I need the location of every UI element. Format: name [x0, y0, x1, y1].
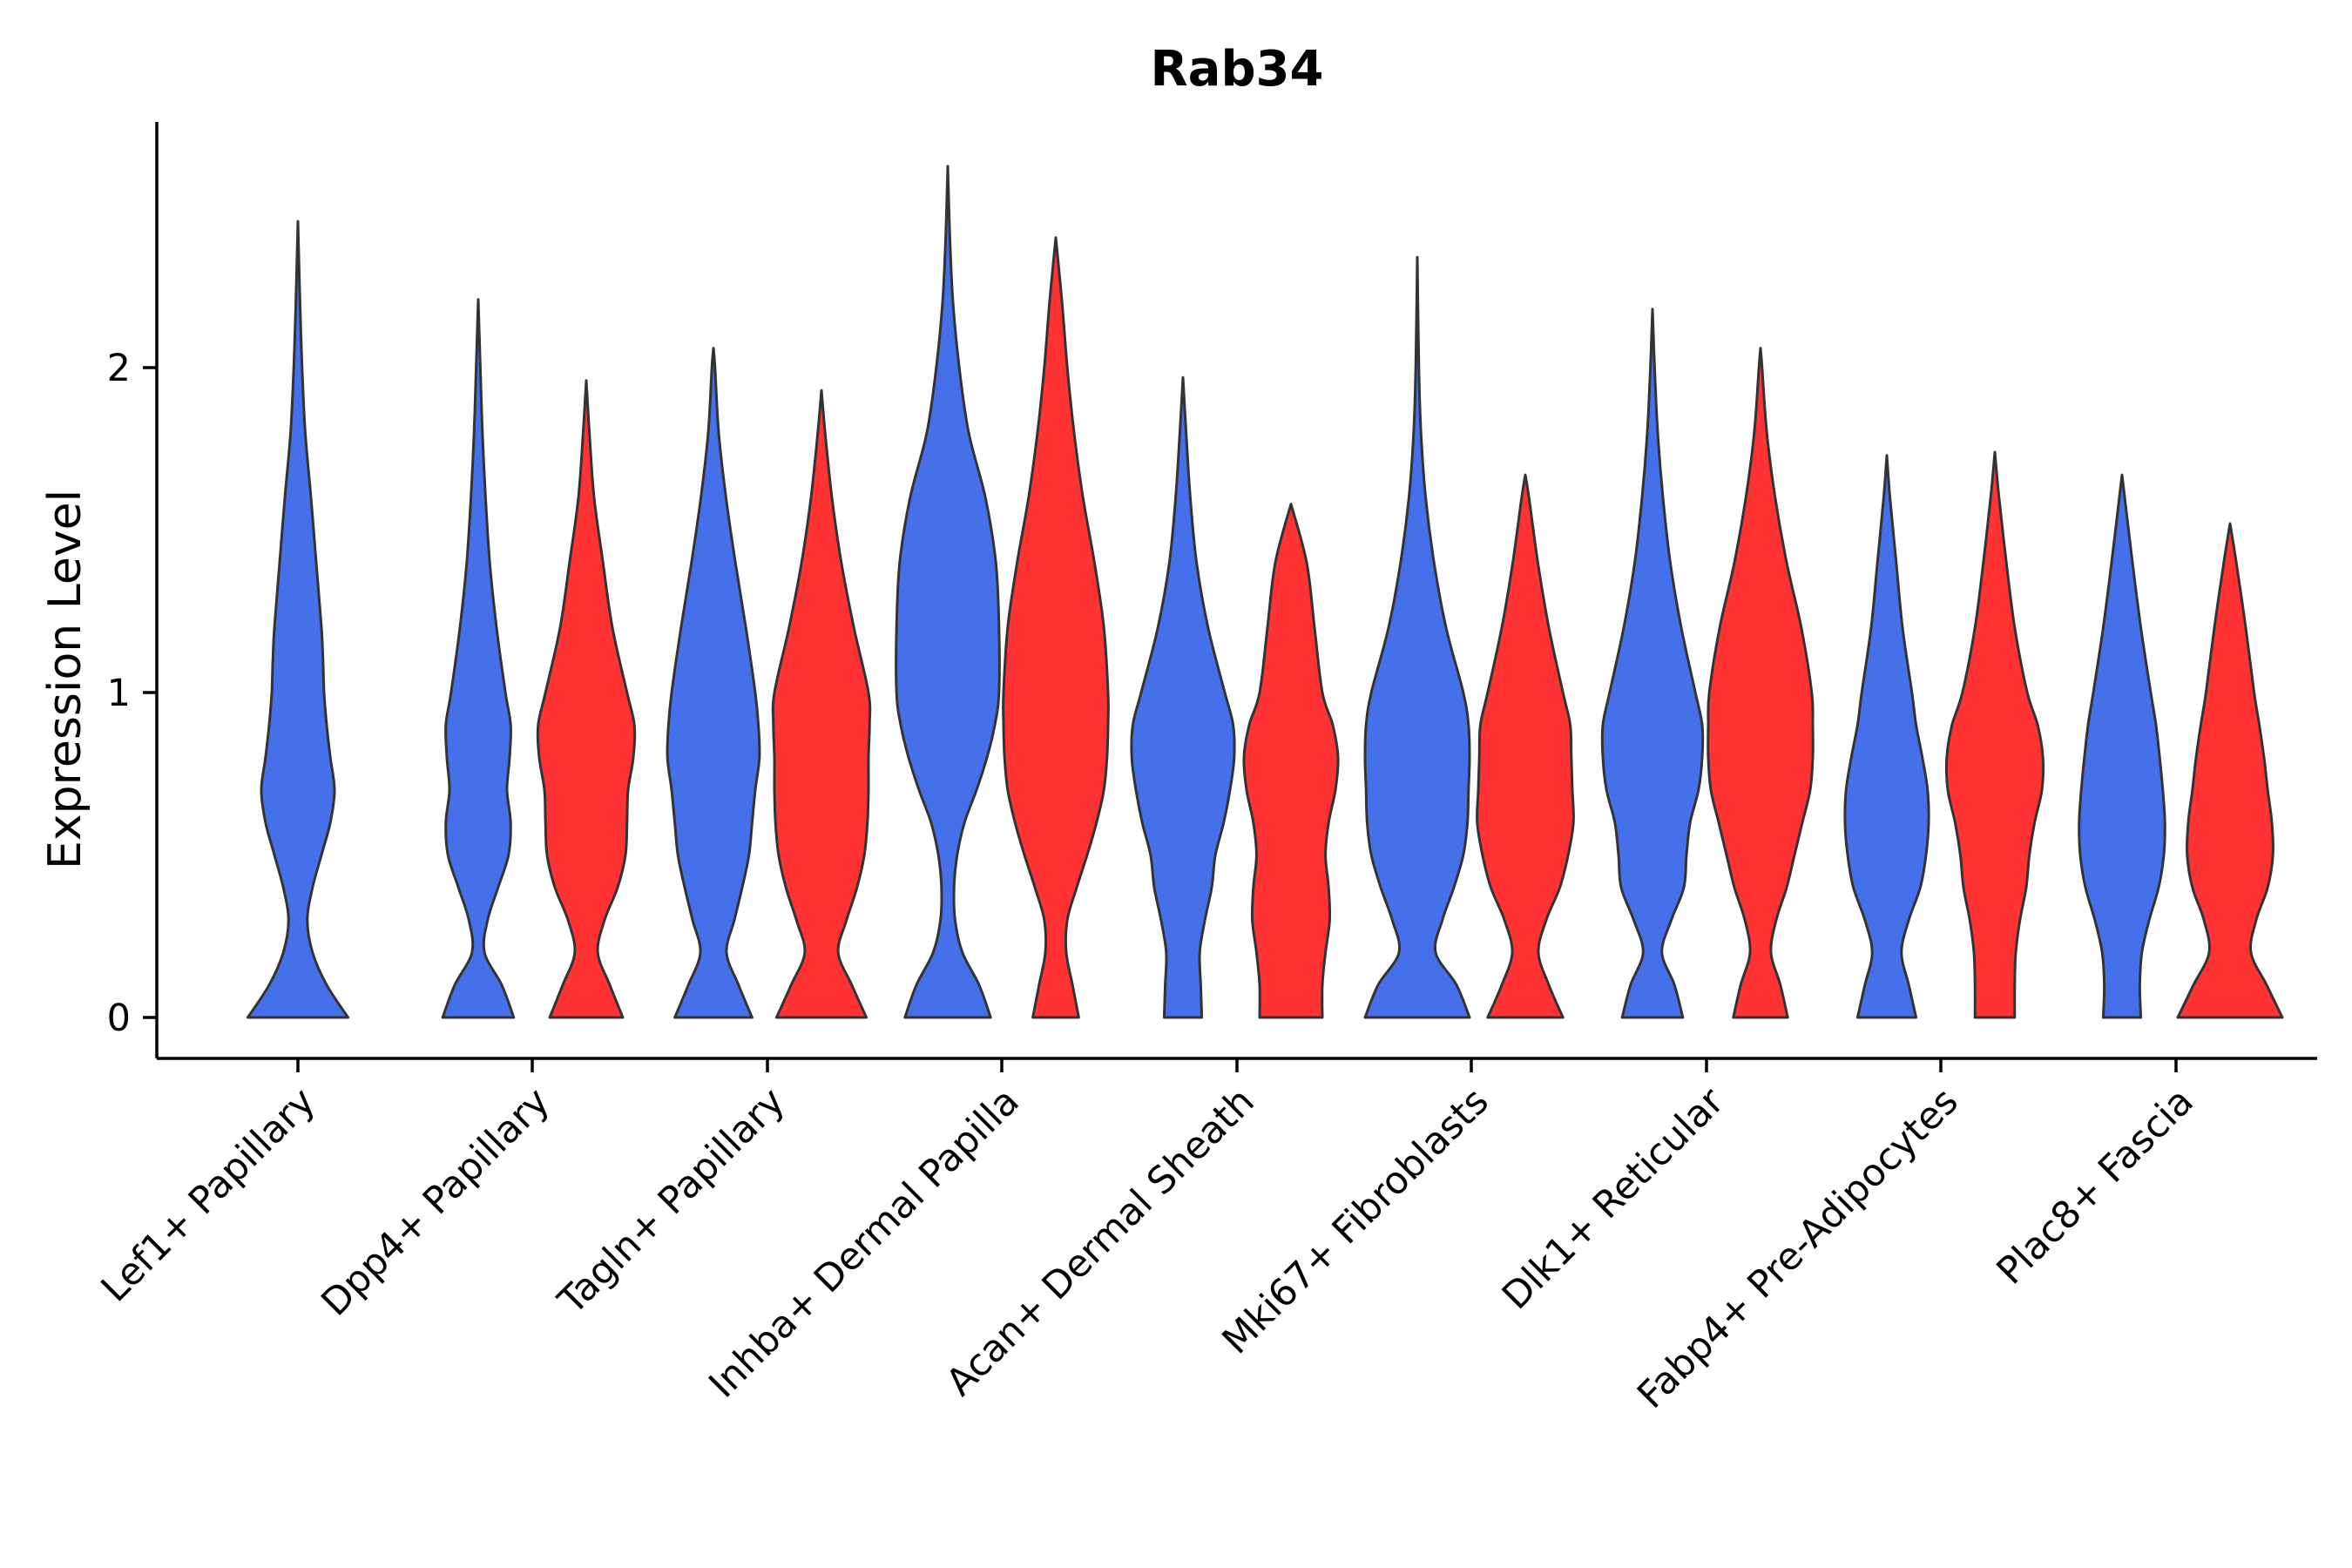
- violin-plac8-fascia-b: [2176, 522, 2284, 1019]
- y-axis-label: Expression Level: [39, 490, 91, 869]
- violin-dpp4-papillary-b: [536, 379, 637, 1019]
- y-tick-label: 1: [107, 672, 131, 715]
- x-tick-label: Plac8+ Fascia: [1989, 1079, 2202, 1293]
- y-tick-label: 2: [107, 347, 131, 390]
- y-tick-label: 0: [107, 997, 131, 1040]
- violin-dlk1-reticular-b: [1707, 347, 1815, 1019]
- violin-dlk1-reticular-a: [1600, 308, 1705, 1019]
- violin-acan-dermal-sheath-b: [1242, 503, 1340, 1019]
- x-tick-label: Dlk1+ Reticular: [1494, 1079, 1733, 1318]
- violins-layer: [246, 165, 2284, 1019]
- violin-tagln-papillary-b: [771, 389, 872, 1019]
- x-tick-label: Dpp4+ Papillary: [314, 1079, 558, 1324]
- violin-inhba-dermal-papilla-b: [1002, 236, 1110, 1019]
- violin-acan-dermal-sheath-a: [1130, 375, 1236, 1019]
- chart-title: Rab34: [1151, 41, 1324, 98]
- violin-plac8-fascia-a: [2078, 473, 2166, 1019]
- x-tick-label: Lef1+ Papillary: [93, 1079, 324, 1310]
- violin-lef1-papillary-a: [246, 220, 350, 1019]
- violin-inhba-dermal-papilla-a: [895, 165, 1001, 1019]
- x-tick-label: Mki67+ Fibroblasts: [1214, 1079, 1497, 1362]
- violin-mki67-fibroblasts-b: [1476, 473, 1575, 1019]
- violin-dpp4-papillary-a: [441, 298, 516, 1019]
- violin-fabp4-pre-adipocytes-a: [1843, 454, 1930, 1019]
- violin-fabp4-pre-adipocytes-b: [1944, 450, 2045, 1019]
- x-tick-label: Tagln+ Papillary: [550, 1079, 794, 1323]
- violin-tagln-papillary-a: [666, 347, 761, 1019]
- violin-mki67-fibroblasts-a: [1363, 255, 1471, 1019]
